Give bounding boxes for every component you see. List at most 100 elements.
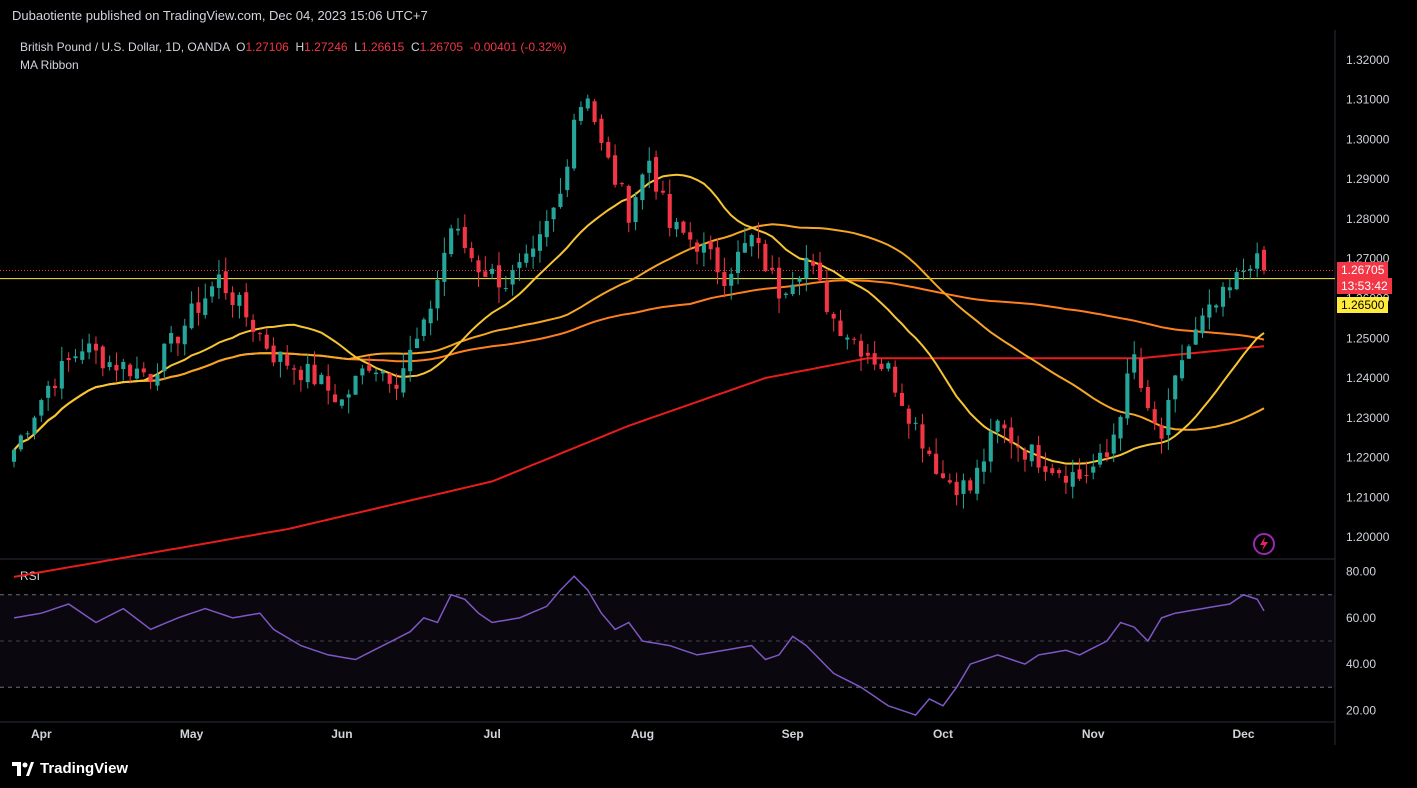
candle-body	[899, 392, 905, 406]
candle-body	[169, 333, 174, 344]
candle-body	[701, 243, 706, 253]
candle-body	[927, 450, 932, 454]
candle-body	[428, 308, 433, 324]
candle-body	[995, 420, 1000, 432]
candle-body	[394, 384, 399, 389]
candle-body	[503, 288, 508, 290]
candle-body	[599, 118, 604, 143]
time-tick-label: Sep	[782, 727, 804, 741]
candle-body	[39, 400, 44, 416]
candle-body	[121, 362, 126, 370]
candle-body	[756, 237, 761, 243]
candle-body	[510, 270, 515, 285]
candle-body	[681, 221, 686, 233]
candle-body	[1145, 386, 1150, 409]
price-tick-label: 1.28000	[1346, 212, 1390, 226]
candle-body	[578, 107, 583, 121]
candle-body	[742, 243, 747, 253]
candle-body	[858, 340, 864, 357]
candle-body	[223, 271, 228, 294]
candle-body	[640, 174, 645, 201]
time-tick-label: Jun	[331, 727, 352, 741]
symbol-name[interactable]: British Pound / U.S. Dollar, 1D, OANDA	[20, 40, 230, 54]
alert-icon[interactable]	[1252, 532, 1276, 556]
candle-body	[845, 337, 850, 340]
change-value: -0.00401 (-0.32%)	[469, 40, 567, 54]
candle-body	[920, 424, 925, 449]
candle-body	[332, 394, 338, 403]
candle-body	[1200, 315, 1205, 334]
candle-body	[373, 372, 379, 374]
candle-body	[237, 294, 242, 306]
candle-body	[469, 248, 474, 259]
candle-body	[968, 480, 973, 491]
candle-body	[107, 362, 112, 367]
candle-body	[811, 261, 816, 266]
candle-body	[285, 354, 290, 366]
candle-body	[1214, 305, 1219, 308]
candle-body	[565, 166, 570, 191]
candle-body	[1220, 286, 1226, 307]
candle-body	[18, 435, 23, 450]
candle-body	[32, 417, 37, 435]
candle-body	[517, 262, 522, 268]
candle-body	[1029, 444, 1034, 462]
candle-body	[380, 371, 385, 374]
price-tick-label: 1.22000	[1346, 451, 1390, 465]
candle-body	[1193, 329, 1198, 345]
ma-100-line	[13, 279, 1265, 451]
countdown-tag: 13:53:42	[1337, 278, 1392, 294]
time-tick-label: Dec	[1233, 727, 1255, 741]
candle-body	[537, 234, 543, 251]
candle-body	[1091, 466, 1096, 473]
symbol-info: British Pound / U.S. Dollar, 1D, OANDA O…	[20, 40, 566, 54]
candle-body	[572, 119, 577, 169]
candle-body	[797, 278, 802, 282]
candle-body	[940, 473, 946, 478]
candle-body	[1022, 450, 1027, 460]
candle-body	[87, 343, 92, 353]
candle-body	[353, 375, 358, 395]
close-value: 1.26705	[419, 40, 464, 54]
candle-body	[210, 286, 215, 297]
candle-body	[25, 433, 30, 435]
time-tick-label: Aug	[631, 727, 654, 741]
candle-body	[182, 325, 187, 345]
rsi-tick-label: 20.00	[1346, 703, 1376, 717]
candle-body	[244, 292, 249, 318]
candle-body	[776, 267, 782, 299]
candle-body	[817, 262, 823, 281]
candle-body	[865, 352, 870, 356]
ma-200-line	[13, 345, 1265, 578]
candle-body	[1132, 354, 1137, 373]
candle-body	[1166, 400, 1171, 436]
candle-body	[954, 481, 959, 496]
candle-body	[46, 385, 51, 398]
candle-body	[1118, 416, 1123, 439]
close-label: C	[410, 40, 420, 54]
candle-body	[1057, 470, 1062, 474]
candle-body	[162, 343, 167, 372]
candle-body	[1248, 268, 1253, 271]
low-value: 1.26615	[360, 40, 405, 54]
candle-body	[531, 248, 536, 257]
candle-body	[1234, 272, 1239, 290]
candle-body	[961, 480, 966, 494]
rsi-tick-label: 40.00	[1346, 657, 1376, 671]
candle-body	[763, 243, 768, 272]
candle-body	[455, 228, 461, 231]
candle-body	[114, 364, 119, 371]
candle-body	[421, 319, 426, 336]
ma-20-line	[13, 173, 1265, 465]
footer-brand[interactable]: TradingView	[12, 760, 128, 777]
candle-body	[387, 373, 392, 384]
candle-body	[1036, 445, 1041, 468]
ma-ribbon-label[interactable]: MA Ribbon	[20, 58, 79, 72]
candle-body	[551, 207, 556, 220]
candle-body	[148, 373, 153, 382]
candle-body	[462, 226, 467, 248]
candle-body	[852, 338, 857, 340]
candle-body	[592, 101, 597, 123]
candle-body	[804, 257, 809, 279]
